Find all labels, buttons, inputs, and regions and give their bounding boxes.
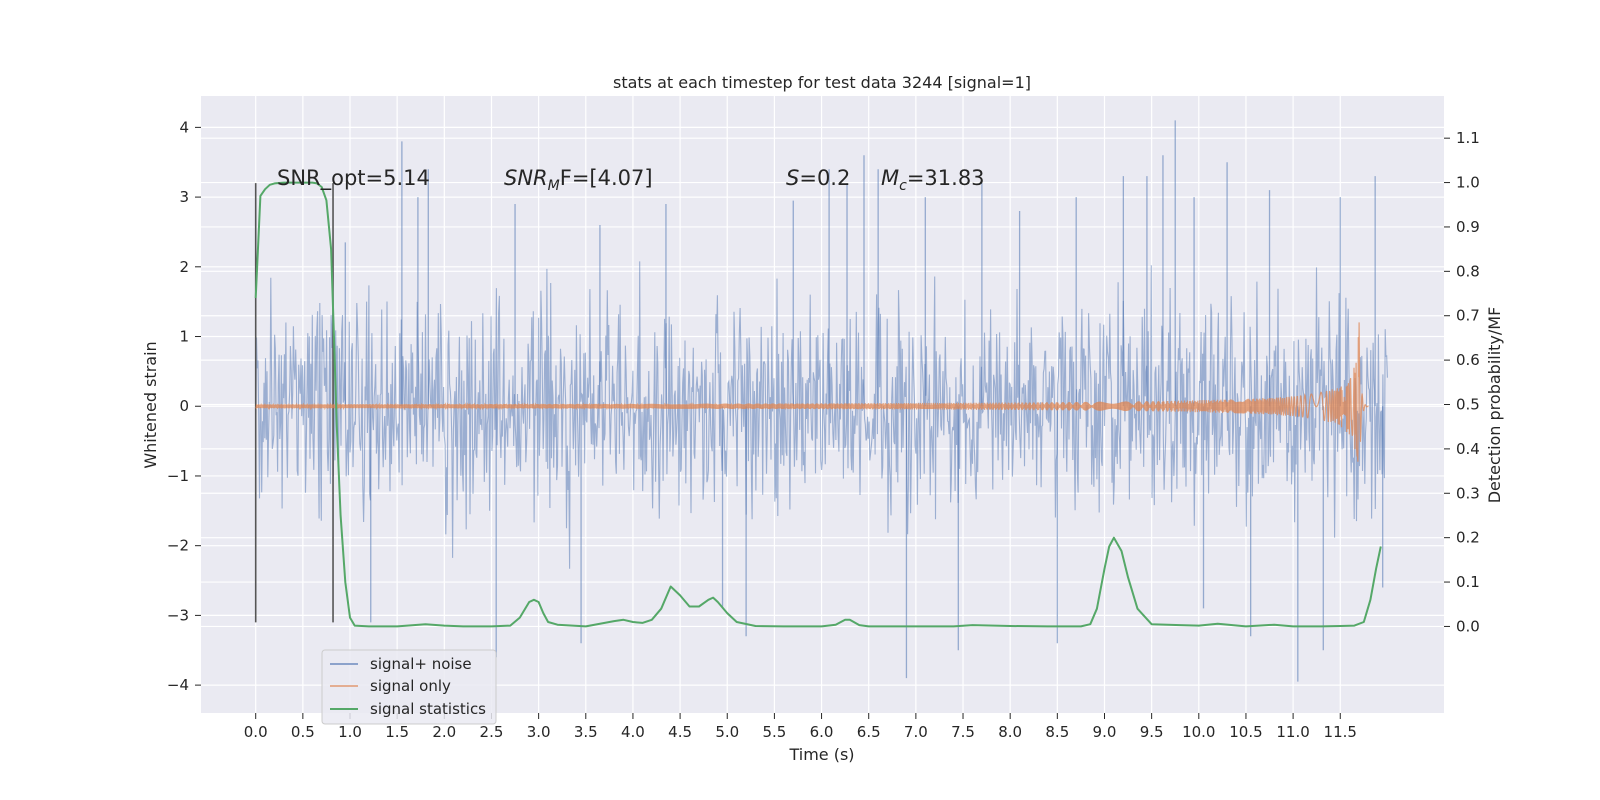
x-tick-label: 2.5	[480, 723, 504, 741]
y-right-tick-label: 0.2	[1456, 529, 1480, 547]
signal-statistics-line	[254, 181, 1382, 628]
x-tick-label: 0.5	[291, 723, 315, 741]
x-tick-label: 11.0	[1276, 723, 1309, 741]
x-tick-label: 9.5	[1140, 723, 1164, 741]
annotation-snr-mf: SNRMF=[4.07]	[504, 166, 653, 194]
x-tick-label: 3.5	[574, 723, 598, 741]
x-tick-label: 4.0	[621, 723, 645, 741]
legend-label-signal: signal only	[370, 677, 451, 695]
y-right-axis-title: Detection probability/MF	[1485, 307, 1504, 504]
x-tick-label: 1.0	[338, 723, 362, 741]
y-left-tick-label: −3	[167, 606, 189, 624]
signal-only-series	[255, 322, 1369, 462]
chart-title: stats at each timestep for test data 324…	[613, 73, 1031, 92]
y-right-tick-label: 1.0	[1456, 174, 1480, 192]
y-right-tick-label: 0.6	[1456, 351, 1480, 369]
annotation-s-rest: =0.2	[799, 166, 850, 190]
x-tick-label: 4.5	[668, 723, 692, 741]
noise-line	[255, 261, 1388, 569]
annotation-snr-mf-sub: M	[548, 178, 560, 194]
signal-statistics-series	[254, 181, 1382, 628]
y-right-tick-label: 1.1	[1456, 129, 1480, 147]
x-tick-label: 10.5	[1229, 723, 1262, 741]
x-tick-label: 11.5	[1324, 723, 1357, 741]
annotation-s: S=0.2	[786, 166, 850, 190]
x-tick-label: 9.0	[1093, 723, 1117, 741]
y-left-tick-label: −1	[167, 467, 189, 485]
annotation-mc-rest: =31.83	[907, 166, 985, 190]
annotation-snr-opt: SNR_opt=5.14	[277, 166, 430, 191]
y-right-tick-label: 0.7	[1456, 307, 1480, 325]
x-tick-label: 6.0	[810, 723, 834, 741]
legend-label-stats: signal statistics	[370, 700, 486, 718]
y-right-tick-label: 0.3	[1456, 484, 1480, 502]
annotation-snr-mf-main: SNR	[504, 166, 548, 190]
y-right-tick-label: 0.1	[1456, 573, 1480, 591]
y-right-tick-label: 0.0	[1456, 617, 1480, 635]
y-left-tick-label: −2	[167, 537, 189, 555]
y-left-axis-title: Whitened strain	[141, 341, 160, 468]
x-tick-label: 8.5	[1045, 723, 1069, 741]
annotation-snr-mf-rest: F=[4.07]	[560, 166, 653, 190]
legend-label-noise: signal+ noise	[370, 655, 472, 673]
annotation-mc: Mc=31.83	[881, 166, 985, 194]
x-tick-label: 6.5	[857, 723, 881, 741]
legend: signal+ noise signal only signal statist…	[321, 649, 497, 725]
y-right-tick-label: 0.9	[1456, 218, 1480, 236]
y-right-axis-ticks: 0.0 0.1 0.2 0.3 0.4 0.5 0.6 0.7 0.8 0.9 1.0 1.1	[1444, 129, 1480, 635]
y-right-tick-label: 0.8	[1456, 262, 1480, 280]
x-tick-label: 2.0	[432, 723, 456, 741]
signal-noise-series	[255, 120, 1388, 682]
y-left-tick-label: 4	[179, 118, 189, 136]
x-tick-label: 8.0	[998, 723, 1022, 741]
x-tick-label: 5.0	[715, 723, 739, 741]
x-axis-title: Time (s)	[788, 745, 854, 764]
x-tick-label: 7.5	[951, 723, 975, 741]
annotation-s-var: S	[786, 166, 799, 190]
y-right-tick-label: 0.4	[1456, 440, 1480, 458]
x-axis-ticks: 0.0 0.5 1.0 1.5 2.0 2.5 3.0 3.5 4.0 4.5 5.0 5.5 6.0 6…	[244, 713, 1357, 741]
y-left-tick-label: 0	[179, 397, 189, 415]
y-left-tick-label: 2	[179, 258, 189, 276]
x-tick-label: 3.0	[527, 723, 551, 741]
annotation-mc-var: M	[881, 166, 899, 190]
x-tick-label: 7.0	[904, 723, 928, 741]
signal-only-line	[255, 322, 1369, 462]
x-tick-label: 1.5	[385, 723, 409, 741]
annotation-mc-sub: c	[899, 178, 907, 194]
y-left-tick-label: 1	[179, 328, 189, 346]
window-markers	[254, 183, 334, 623]
legend-box	[321, 649, 497, 725]
x-tick-label: 0.0	[244, 723, 268, 741]
x-tick-label: 10.0	[1182, 723, 1215, 741]
y-left-tick-label: −4	[167, 676, 189, 694]
x-tick-label: 5.5	[762, 723, 786, 741]
y-left-axis-ticks: −4 −3 −2 −1 0 1 2 3 4	[167, 118, 201, 694]
y-right-tick-label: 0.5	[1456, 396, 1480, 414]
y-left-tick-label: 3	[179, 188, 189, 206]
